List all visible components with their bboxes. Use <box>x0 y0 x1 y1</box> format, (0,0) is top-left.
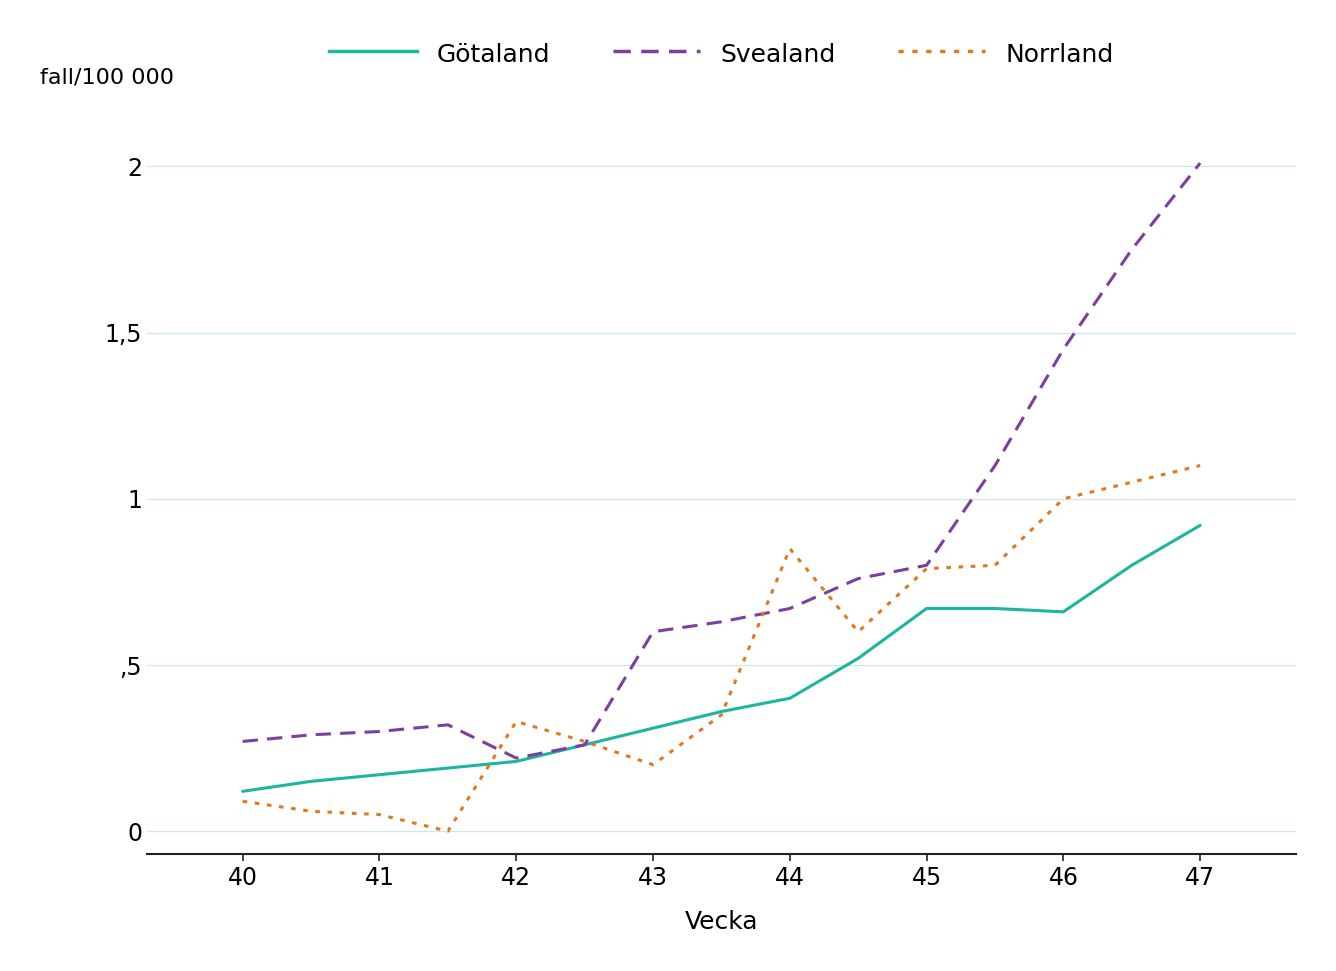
Text: fall/100 000: fall/100 000 <box>40 67 174 87</box>
X-axis label: Vecka: Vecka <box>684 910 759 934</box>
Legend: Götaland, Svealand, Norrland: Götaland, Svealand, Norrland <box>329 41 1114 67</box>
